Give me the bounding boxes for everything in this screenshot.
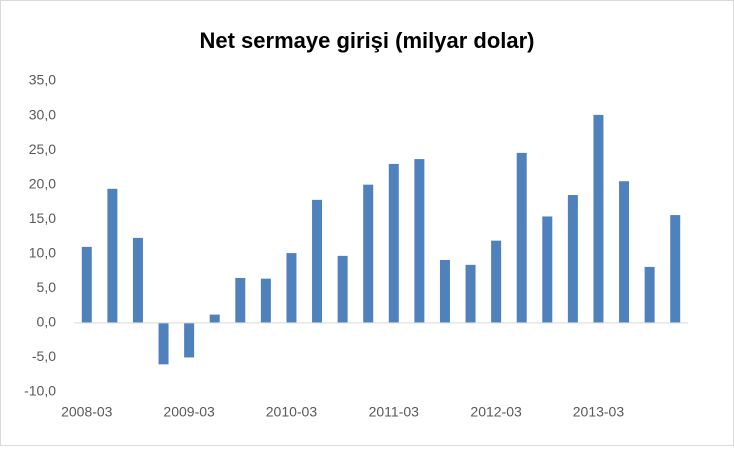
x-tick-label: 2012-03 — [470, 404, 522, 420]
x-tick-label: 2010-03 — [266, 404, 318, 420]
bar — [567, 195, 578, 323]
y-tick-label: 0,0 — [37, 314, 57, 330]
bar — [542, 216, 553, 323]
bar — [81, 246, 92, 323]
y-tick-label: 5,0 — [37, 279, 57, 295]
bar — [107, 188, 118, 323]
bar — [439, 259, 450, 323]
y-tick-label: 25,0 — [29, 141, 56, 157]
bar — [670, 215, 681, 323]
bar — [209, 314, 220, 323]
bar — [337, 255, 348, 323]
bar — [516, 152, 527, 323]
bar — [644, 266, 655, 323]
bar — [286, 253, 297, 323]
bar — [593, 114, 604, 323]
bar — [312, 199, 323, 323]
bar — [158, 322, 169, 365]
y-tick-label: 10,0 — [29, 244, 56, 260]
y-tick-label: 35,0 — [29, 72, 56, 88]
bar — [491, 240, 502, 323]
chart-title: Net sermaye girişi (milyar dolar) — [199, 28, 534, 53]
x-tick-label: 2009-03 — [163, 404, 215, 420]
x-tick-label: 2008-03 — [61, 404, 113, 420]
bar — [465, 264, 476, 323]
bar — [363, 184, 374, 323]
bar — [235, 277, 246, 323]
x-tick-label: 2013-03 — [573, 404, 625, 420]
y-tick-label: 15,0 — [29, 210, 56, 226]
y-tick-label: -10,0 — [24, 383, 56, 399]
bar — [184, 322, 195, 358]
bar — [414, 159, 425, 323]
y-tick-label: 20,0 — [29, 175, 56, 191]
x-tick-label: 2011-03 — [369, 404, 420, 420]
bar — [260, 278, 271, 323]
y-tick-label: 30,0 — [29, 106, 56, 122]
y-tick-label: -5,0 — [32, 348, 56, 364]
bar — [388, 163, 399, 323]
bar — [132, 237, 143, 323]
bar — [619, 181, 630, 323]
